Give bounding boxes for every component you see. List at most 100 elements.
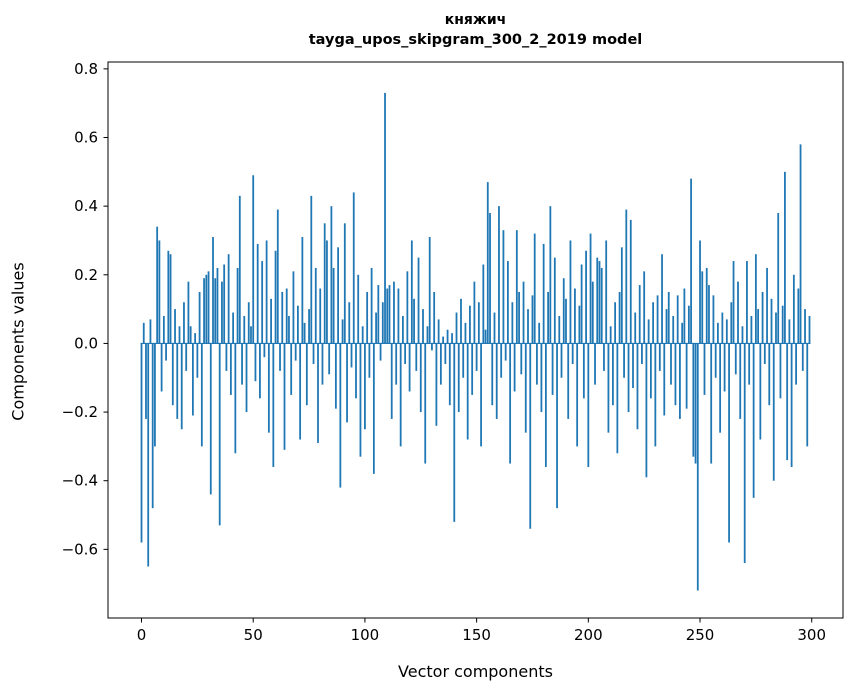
bar bbox=[350, 343, 353, 368]
bar bbox=[565, 298, 567, 344]
bar bbox=[151, 343, 154, 509]
bar bbox=[609, 326, 612, 344]
bar bbox=[679, 343, 681, 419]
bar bbox=[779, 343, 782, 399]
bar bbox=[223, 264, 226, 344]
bar bbox=[645, 343, 648, 478]
bar bbox=[439, 343, 442, 385]
bar bbox=[768, 343, 771, 406]
bar bbox=[723, 343, 726, 392]
bar bbox=[732, 261, 735, 344]
bar bbox=[600, 267, 603, 344]
bar bbox=[620, 247, 623, 344]
bar bbox=[357, 274, 360, 344]
bar bbox=[395, 343, 398, 385]
bar bbox=[531, 295, 534, 344]
bar bbox=[587, 343, 590, 467]
bar bbox=[205, 274, 208, 344]
bar bbox=[721, 312, 724, 344]
bar bbox=[406, 271, 409, 344]
bar bbox=[636, 343, 639, 430]
y-tick-label: 0.4 bbox=[74, 197, 98, 215]
bar bbox=[218, 343, 221, 526]
bar bbox=[404, 343, 407, 365]
bar bbox=[627, 343, 630, 413]
bar bbox=[346, 343, 348, 423]
bar bbox=[477, 302, 480, 344]
bar bbox=[665, 309, 668, 344]
bar bbox=[759, 343, 762, 440]
bar bbox=[647, 319, 650, 344]
bar bbox=[649, 343, 652, 399]
bar bbox=[263, 343, 266, 358]
bar bbox=[442, 336, 444, 344]
bar bbox=[708, 285, 710, 344]
bar bbox=[332, 267, 335, 344]
bar bbox=[229, 343, 232, 395]
bar bbox=[518, 291, 520, 344]
bar bbox=[212, 237, 214, 344]
bar bbox=[466, 343, 469, 440]
bar bbox=[469, 305, 471, 344]
bar bbox=[632, 343, 634, 389]
x-tick-label: 150 bbox=[462, 626, 491, 644]
bar bbox=[147, 343, 150, 567]
bar bbox=[766, 267, 768, 344]
bar bbox=[192, 343, 194, 416]
bar bbox=[386, 288, 389, 344]
bar bbox=[674, 343, 677, 406]
bar bbox=[471, 343, 474, 395]
bar bbox=[748, 343, 751, 385]
bar bbox=[685, 343, 688, 409]
bar bbox=[567, 343, 570, 419]
bar bbox=[379, 343, 382, 361]
bar bbox=[366, 291, 369, 344]
bar bbox=[426, 326, 429, 344]
bar bbox=[515, 230, 518, 344]
bar bbox=[207, 271, 210, 344]
bar bbox=[156, 226, 159, 344]
bar bbox=[654, 343, 657, 447]
bar bbox=[259, 343, 261, 399]
bar bbox=[652, 302, 654, 344]
bar bbox=[140, 343, 143, 543]
bar bbox=[410, 240, 413, 344]
bar bbox=[522, 281, 525, 344]
bar bbox=[444, 343, 447, 365]
bar bbox=[303, 322, 306, 344]
bar bbox=[270, 298, 272, 344]
bar bbox=[377, 285, 380, 344]
bar bbox=[174, 309, 176, 344]
bar bbox=[484, 329, 487, 344]
bar bbox=[334, 343, 337, 409]
bar bbox=[446, 329, 449, 344]
bar bbox=[594, 343, 596, 385]
bar bbox=[261, 261, 264, 344]
bar bbox=[399, 343, 402, 447]
bar bbox=[556, 343, 558, 509]
bar bbox=[625, 209, 628, 344]
bar bbox=[790, 343, 793, 467]
bar bbox=[408, 343, 411, 392]
bar bbox=[551, 343, 554, 395]
bar bbox=[236, 267, 239, 344]
bar bbox=[297, 305, 299, 344]
bar bbox=[781, 305, 784, 344]
bar bbox=[806, 343, 809, 447]
bar bbox=[279, 343, 281, 371]
bar bbox=[578, 305, 581, 344]
bar bbox=[641, 343, 643, 365]
bar bbox=[475, 343, 478, 371]
bar bbox=[185, 343, 188, 371]
bar bbox=[663, 343, 666, 416]
bar bbox=[171, 343, 174, 406]
y-axis-label: Components values bbox=[8, 262, 28, 421]
bar bbox=[775, 312, 777, 344]
bar bbox=[457, 343, 460, 413]
bar bbox=[681, 322, 684, 344]
bar bbox=[225, 343, 228, 371]
bar bbox=[294, 343, 297, 361]
bar bbox=[200, 343, 203, 447]
bar bbox=[801, 343, 804, 371]
